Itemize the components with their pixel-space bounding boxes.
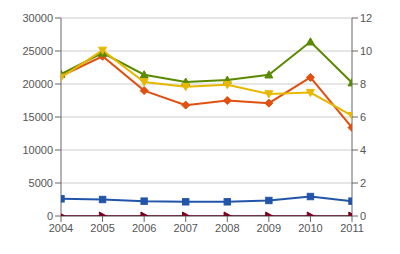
svg-text:0: 0 xyxy=(47,210,53,222)
svg-text:8: 8 xyxy=(360,78,366,90)
svg-text:2005: 2005 xyxy=(90,222,114,234)
svg-text:10000: 10000 xyxy=(22,144,53,156)
svg-text:12: 12 xyxy=(360,12,372,24)
svg-text:2008: 2008 xyxy=(215,222,239,234)
svg-text:5000: 5000 xyxy=(29,177,53,189)
svg-text:0: 0 xyxy=(360,210,366,222)
svg-text:15000: 15000 xyxy=(22,111,53,123)
svg-text:2006: 2006 xyxy=(132,222,156,234)
svg-text:4: 4 xyxy=(360,144,366,156)
svg-text:2004: 2004 xyxy=(49,222,73,234)
svg-text:6: 6 xyxy=(360,111,366,123)
svg-text:2007: 2007 xyxy=(173,222,197,234)
svg-text:20000: 20000 xyxy=(22,78,53,90)
svg-text:2009: 2009 xyxy=(257,222,281,234)
svg-text:25000: 25000 xyxy=(22,45,53,57)
svg-text:30000: 30000 xyxy=(22,12,53,24)
svg-text:10: 10 xyxy=(360,45,372,57)
svg-text:2010: 2010 xyxy=(298,222,322,234)
svg-text:2011: 2011 xyxy=(340,222,364,234)
svg-text:2: 2 xyxy=(360,177,366,189)
